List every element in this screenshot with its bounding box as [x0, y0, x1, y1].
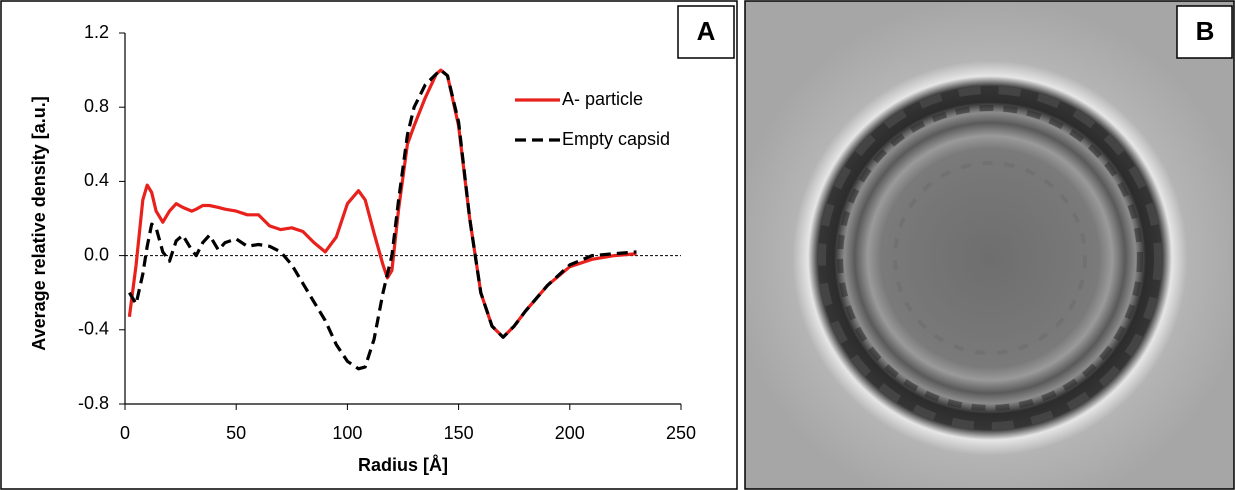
- x-tick-label: 150: [444, 423, 474, 443]
- inner-texture: [893, 161, 1087, 355]
- x-tick-label: 100: [332, 423, 362, 443]
- x-tick-label: 0: [120, 423, 130, 443]
- y-tick-label: 1.2: [84, 22, 109, 42]
- x-tick-label: 250: [666, 423, 696, 443]
- series-line: [128, 68, 637, 371]
- y-tick-label: 0.4: [84, 170, 109, 190]
- panel-label-box: [677, 5, 735, 59]
- y-tick-label: -0.4: [78, 319, 109, 339]
- panel-label: A: [697, 16, 716, 46]
- y-axis-title: Average relative density [a.u.]: [29, 96, 49, 350]
- x-tick-label: 200: [555, 423, 585, 443]
- x-axis-title: Radius [Å]: [358, 455, 448, 475]
- micrograph: B: [744, 0, 1235, 490]
- x-tick-label: 50: [226, 423, 246, 443]
- ring-bumps: [818, 86, 1162, 430]
- panel-a-frame: [0, 0, 738, 490]
- legend-label: Empty capsid: [562, 129, 670, 149]
- ring-texture: [837, 105, 1143, 411]
- legend-label: A- particle: [562, 89, 643, 109]
- panel-label-box: [1176, 5, 1233, 59]
- panel-label: B: [1196, 16, 1215, 46]
- y-tick-label: 0.0: [84, 244, 109, 264]
- y-tick-label: -0.8: [78, 393, 109, 413]
- y-tick-label: 0.8: [84, 96, 109, 116]
